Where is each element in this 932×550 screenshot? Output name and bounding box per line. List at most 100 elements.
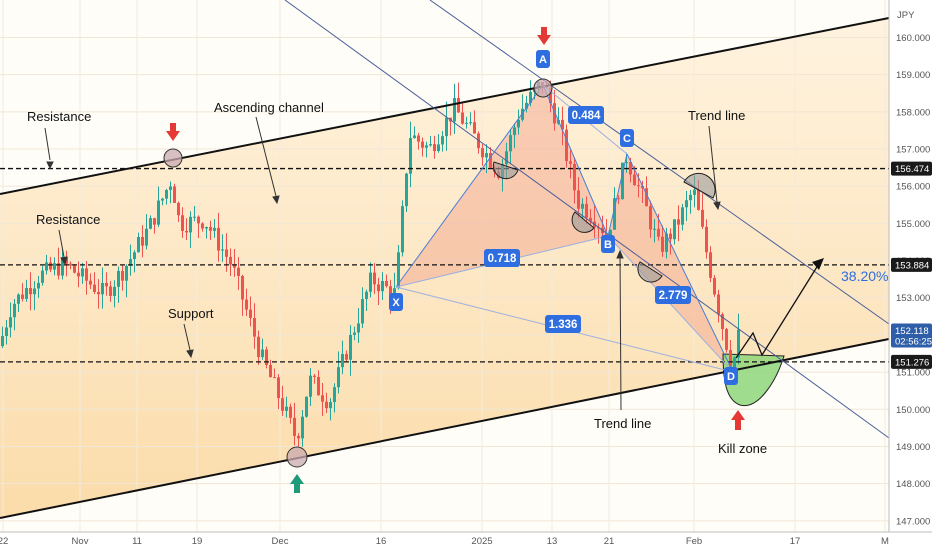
annotation-ascending-channel: Ascending channel — [214, 100, 324, 115]
ratio-label-2779: 2.779 — [655, 286, 691, 304]
candle-body — [529, 91, 532, 103]
candle-body — [685, 200, 688, 208]
candle-body — [457, 97, 460, 113]
candle-body — [221, 249, 224, 251]
candle-body — [361, 299, 364, 324]
candle-body — [249, 309, 252, 319]
candle-body — [285, 406, 288, 411]
candle-body — [73, 265, 76, 273]
x-tick-label: 21 — [604, 536, 615, 547]
candle-body — [81, 268, 84, 277]
svg-text:C: C — [623, 133, 631, 145]
candle-body — [173, 186, 176, 203]
y-tick-label: 147.000 — [896, 516, 930, 527]
candle-body — [653, 228, 656, 230]
candle-body — [429, 144, 432, 146]
candle-body — [145, 228, 148, 246]
red-arrow-kill-zone — [731, 410, 745, 430]
candle-body — [85, 268, 88, 281]
candle-body — [509, 135, 512, 152]
candle-body — [613, 198, 616, 230]
candle-body — [105, 282, 108, 287]
point-c-label: C — [620, 129, 634, 147]
candle-body — [289, 406, 292, 418]
candle-body — [121, 270, 124, 281]
point-x-label: X — [389, 293, 403, 311]
candle-body — [21, 294, 24, 299]
candle-body — [193, 216, 196, 218]
trend-touch-marks — [492, 161, 716, 283]
candle-body — [37, 282, 40, 289]
x-tick-label: Feb — [686, 536, 702, 547]
candle-body — [625, 162, 628, 164]
candle-body — [277, 377, 280, 399]
annotation-resistance-top: Resistance — [27, 109, 91, 124]
channel-lower-line — [0, 338, 890, 519]
candle-body — [569, 161, 572, 164]
y-tick-label: 160.000 — [896, 33, 930, 44]
trend-line-lower — [284, 0, 890, 439]
y-tick-label: 153.000 — [896, 293, 930, 304]
y-tick-label: 151.000 — [896, 368, 930, 379]
candle-body — [9, 317, 12, 328]
y-tick-label: 150.000 — [896, 405, 930, 416]
candle-body — [253, 318, 256, 337]
candle-body — [241, 275, 244, 300]
candle-body — [153, 218, 156, 225]
candle-body — [109, 286, 112, 296]
x-tick-label: 11 — [132, 536, 142, 547]
candle-body — [633, 174, 636, 186]
candle-body — [373, 272, 376, 285]
candle-body — [701, 209, 704, 227]
candle-body — [673, 219, 676, 240]
candle-body — [325, 401, 328, 409]
y-axis-panel — [889, 0, 932, 550]
candle-body — [549, 87, 552, 104]
level-price-badge — [891, 161, 932, 176]
candle-body — [733, 357, 736, 369]
candle-body — [693, 189, 696, 195]
candle-body — [737, 329, 740, 358]
candle-body — [113, 286, 116, 296]
x-tick-label: M — [881, 536, 889, 547]
candle-body — [321, 395, 324, 402]
candle-body — [93, 284, 96, 292]
currency-label: JPY — [897, 10, 915, 21]
candle-body — [313, 375, 316, 377]
candle-body — [681, 207, 684, 225]
channel-upper-line — [0, 17, 890, 195]
candle-body — [345, 354, 348, 360]
candle-body — [677, 219, 680, 225]
candle-body — [293, 417, 296, 436]
candle-body — [617, 198, 620, 200]
x-tick-label: 19 — [192, 536, 203, 547]
price-badge-label: 151.276 — [895, 357, 929, 368]
svg-text:2.779: 2.779 — [659, 290, 688, 302]
ratio-label-0718: 0.718 — [484, 249, 520, 267]
annotation-trend-line-top: Trend line — [688, 108, 745, 123]
candle-body — [181, 215, 184, 231]
candle-body — [637, 185, 640, 187]
candle-body — [441, 136, 444, 145]
candle-body — [513, 127, 516, 136]
candle-body — [473, 122, 476, 134]
candle-body — [585, 203, 588, 218]
candle-body — [725, 329, 728, 350]
candle-body — [433, 144, 436, 152]
candle-body — [365, 291, 368, 300]
candle-body — [697, 189, 700, 210]
fib-target-label: 38.20% — [841, 268, 888, 284]
candle-body — [461, 112, 464, 124]
candle-body — [425, 145, 428, 148]
candle-body — [573, 163, 576, 191]
candle-body — [189, 216, 192, 233]
candle-body — [409, 138, 412, 174]
candle-body — [233, 264, 236, 268]
candle-body — [661, 236, 664, 252]
candle-body — [333, 387, 336, 403]
candle-body — [161, 198, 164, 201]
candle-body — [669, 233, 672, 240]
annotation-support: Support — [168, 306, 214, 321]
